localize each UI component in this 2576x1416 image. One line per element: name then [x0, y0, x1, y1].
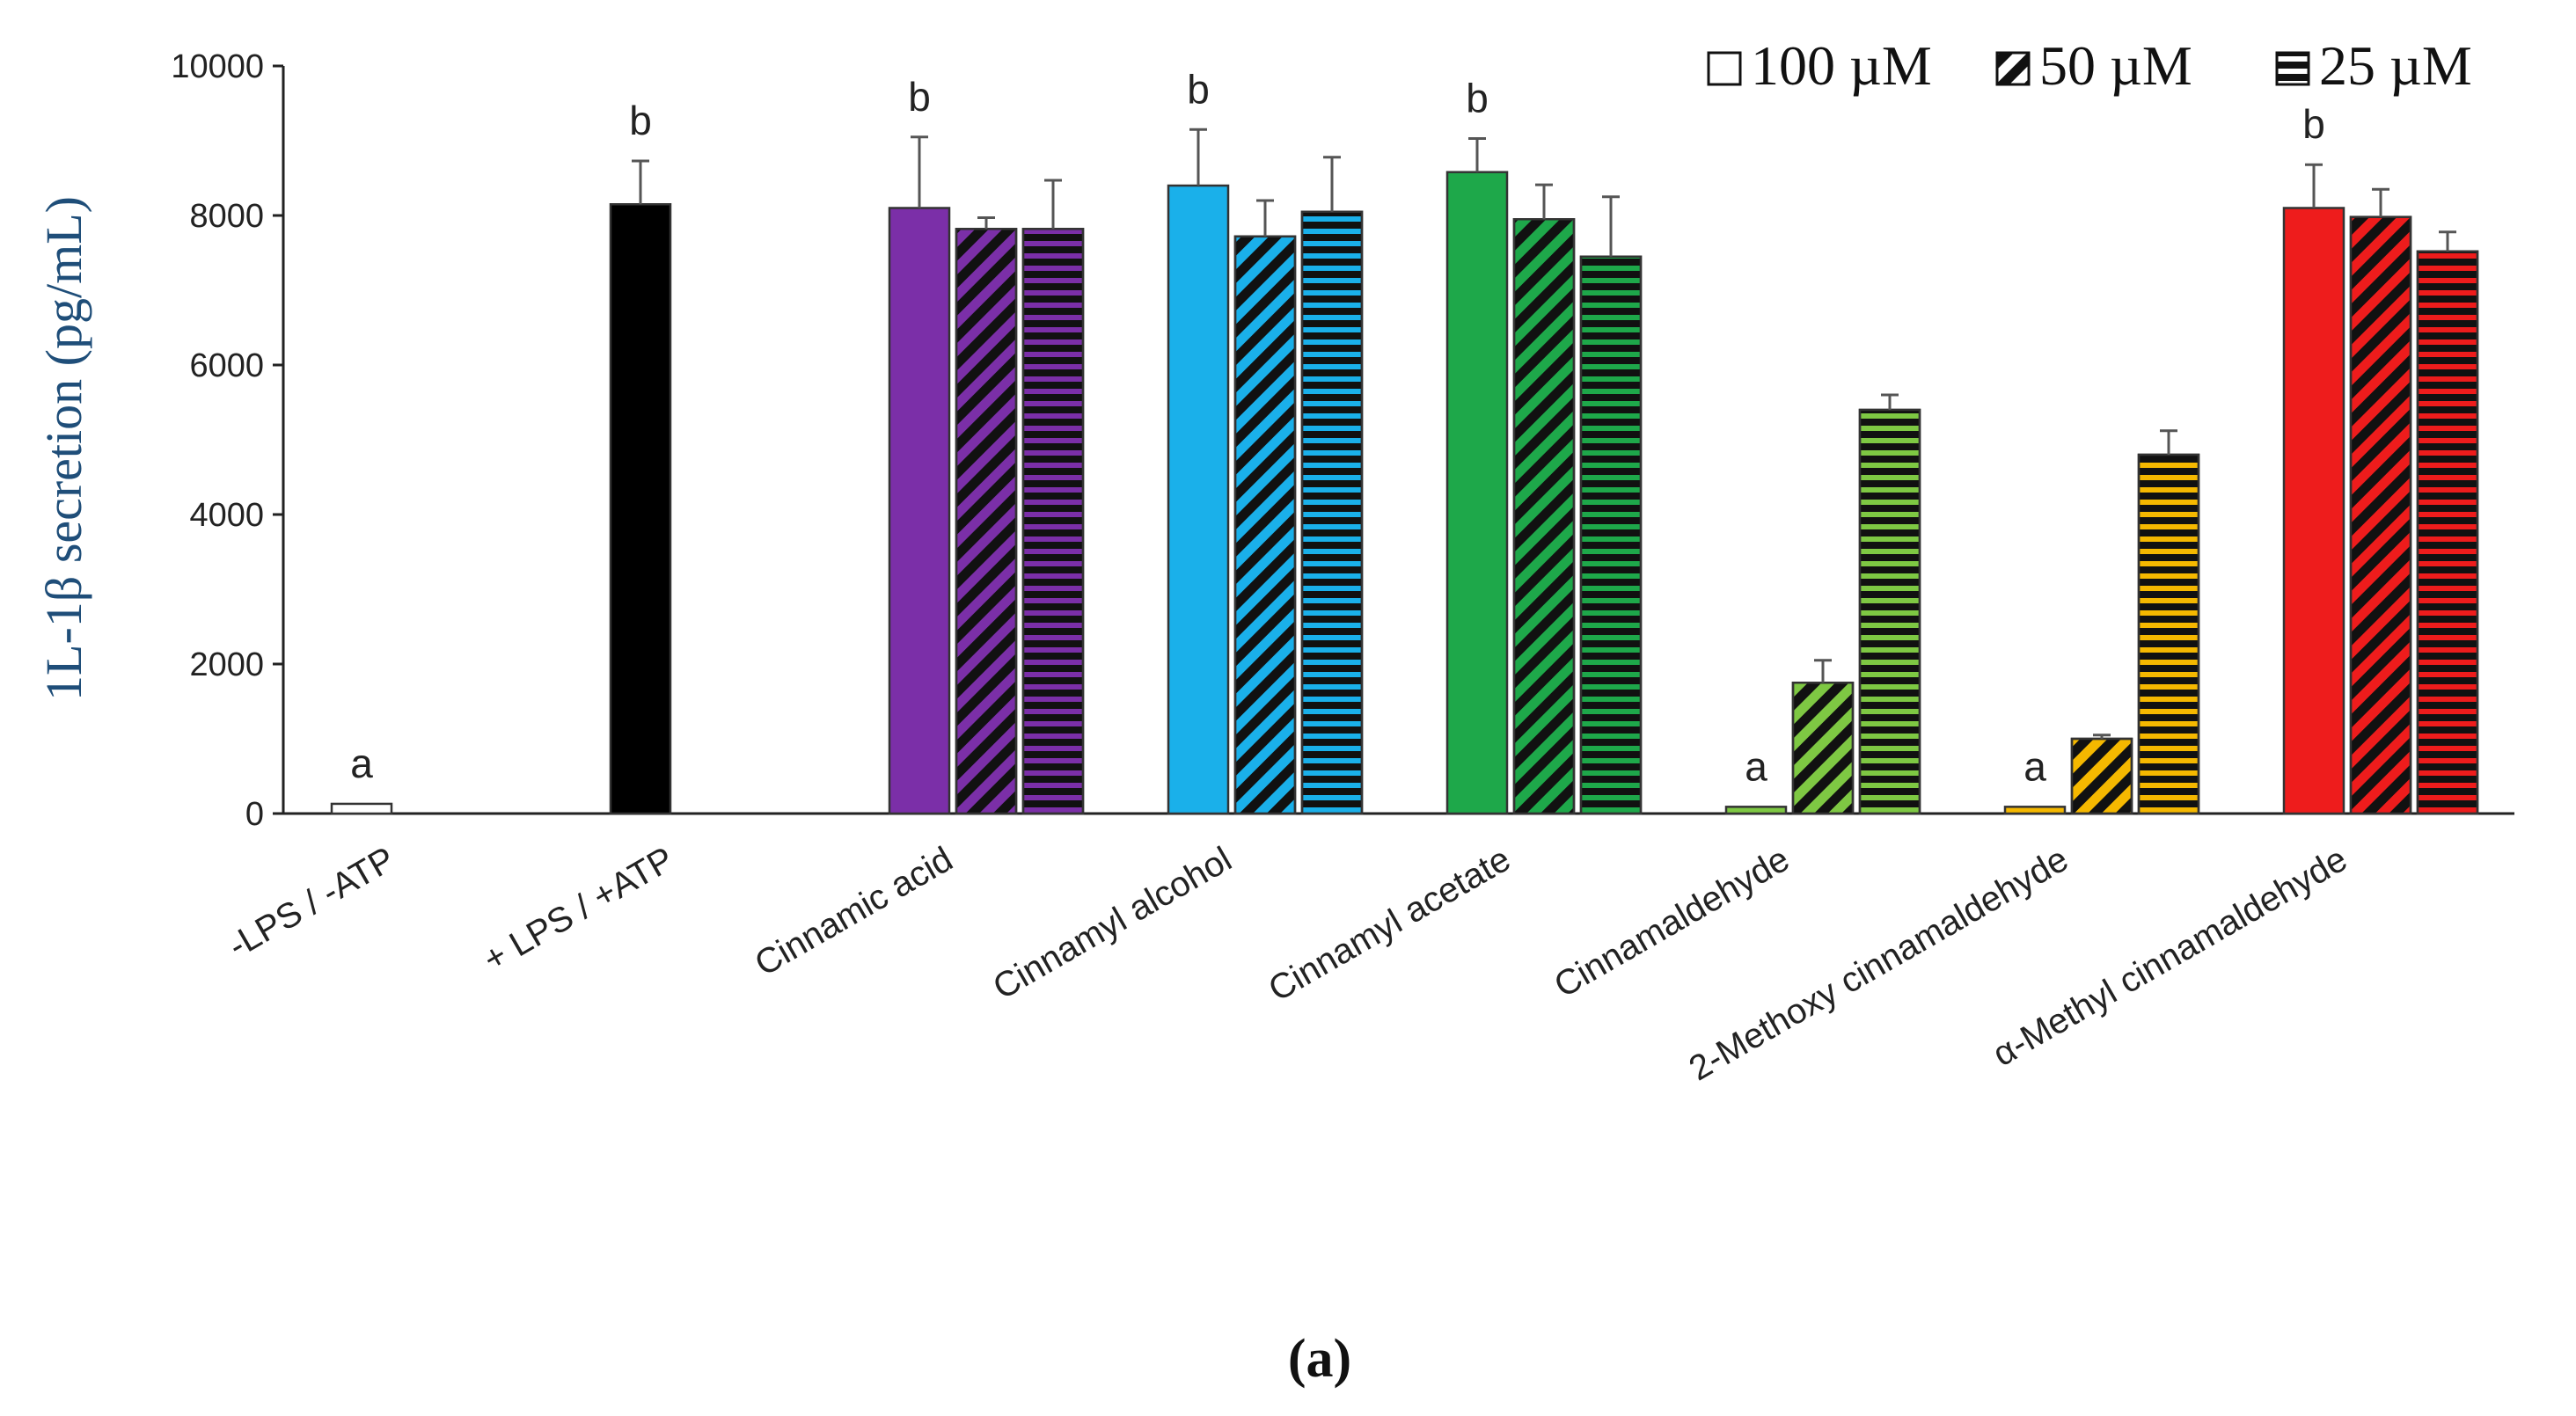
- significance-label: b: [629, 98, 652, 143]
- y-tick-label: 10000: [171, 48, 264, 85]
- bar: [1724, 806, 1788, 815]
- bar-hatch: [2349, 215, 2412, 815]
- category-label: Cinnamic acid: [749, 840, 960, 984]
- bar-hatch: [2137, 453, 2200, 815]
- y-tick-label: 6000: [189, 347, 264, 384]
- bar-hatch: [1579, 255, 1643, 815]
- category-label: Cinnamyl acetate: [1262, 840, 1518, 1010]
- y-tick-label: 2000: [189, 646, 264, 683]
- category-label: + LPS / +ATP: [477, 840, 680, 980]
- y-tick-label: 4000: [189, 497, 264, 534]
- bar-hatch: [955, 228, 1018, 815]
- legend-label-50: 50 µM: [2039, 34, 2192, 97]
- y-tick-label: 0: [245, 796, 264, 833]
- significance-label: a: [2023, 743, 2046, 789]
- legend-swatch-100: [1707, 51, 1742, 86]
- significance-label: b: [2302, 101, 2325, 147]
- bars: a b b b b a a b: [330, 66, 2479, 815]
- bar: [609, 203, 672, 815]
- y-axis-label: 1L-1β secretion (pg/mL): [35, 196, 92, 701]
- bar-hatch: [1858, 408, 1921, 815]
- legend-label-100: 100 µM: [1751, 34, 1932, 97]
- panel-label: (a): [1288, 1329, 1351, 1389]
- bar: [1167, 184, 1230, 815]
- y-tick-label: 8000: [189, 198, 264, 235]
- category-label: -LPS / -ATP: [222, 840, 401, 966]
- bar-hatch: [1021, 228, 1085, 815]
- significance-label: a: [1745, 743, 1767, 789]
- bar: [888, 207, 951, 815]
- bar-hatch: [2416, 250, 2479, 815]
- bar: [1445, 171, 1509, 815]
- significance-label: b: [1466, 75, 1489, 120]
- bar: [330, 802, 393, 815]
- bar-hatch: [1791, 682, 1855, 815]
- bar-hatch: [1233, 235, 1297, 815]
- significance-label: b: [908, 74, 931, 120]
- bar-hatch: [2070, 737, 2133, 815]
- legend: 100 µM 50 µM 25 µM: [1707, 34, 2472, 97]
- category-labels: -LPS / -ATP + LPS / +ATP Cinnamic acid Cinn…: [222, 840, 2353, 1089]
- bar: [2282, 207, 2345, 815]
- bar-hatch: [1300, 210, 1364, 815]
- category-label: Cinnamaldehyde: [1548, 840, 1796, 1005]
- category-label: Cinnamyl alcohol: [987, 840, 1239, 1007]
- bar: [2003, 806, 2067, 815]
- legend-swatch-50-hatch: [1995, 51, 2031, 86]
- bar-hatch: [1512, 218, 1576, 815]
- significance-label: b: [1187, 66, 1210, 112]
- significance-label: a: [350, 741, 373, 786]
- legend-label-25: 25 µM: [2319, 34, 2472, 97]
- legend-swatch-25-hatch: [2275, 51, 2310, 86]
